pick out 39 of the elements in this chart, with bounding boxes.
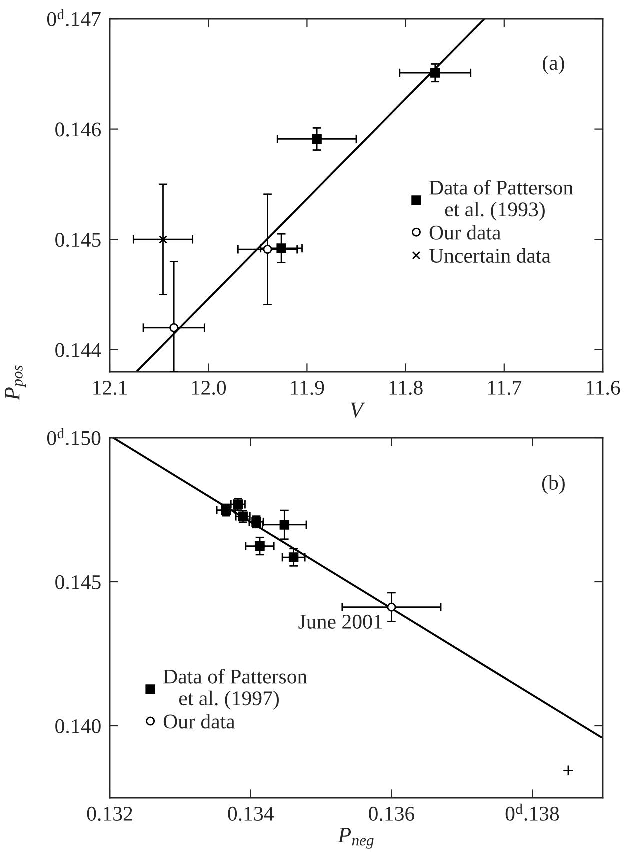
point: [280, 520, 290, 530]
point: [430, 68, 440, 78]
y-axis-title: P$_{pos}$: [5, 366, 26, 401]
point: [288, 552, 299, 562]
point: [276, 244, 286, 254]
annotation: June 2001: [298, 614, 382, 629]
legend-label: Data of Patterson et al. (1993): [430, 180, 574, 221]
y-tick-label: 0$^{d}$.147: [47, 9, 101, 26]
x-tick-label: 0.136: [369, 806, 415, 822]
annotation: (a): [543, 55, 564, 74]
y-tick-label: 0.146: [56, 122, 102, 137]
y-tick-label: 0.144: [56, 343, 102, 358]
point: [387, 602, 396, 612]
point: [263, 245, 272, 254]
x-axis-title: P$_{neg}$: [338, 828, 374, 849]
x-tick-label: 11.9: [291, 380, 324, 396]
x-tick-label: 0$^{d}$.138: [506, 804, 560, 822]
x-tick-label: 0.132: [87, 806, 132, 822]
x-tick-label: 12.1: [94, 380, 127, 396]
x-tick-label: 0.134: [228, 806, 274, 822]
point: [159, 235, 168, 244]
x-axis-title: V: [350, 402, 366, 418]
y-tick-label: 0$^{d}$.150: [47, 428, 101, 446]
point: [312, 134, 322, 144]
x-tick-label: 11.7: [488, 381, 522, 396]
annotation: (b): [542, 475, 565, 494]
legend-label: Uncertain data: [429, 248, 551, 264]
legend-label: Our data: [430, 225, 502, 240]
y-tick-label: 0.145: [56, 575, 101, 590]
x-tick-label: 11.6: [586, 380, 620, 396]
point: [562, 765, 574, 776]
x-tick-label: 12.0: [192, 380, 226, 396]
point: [170, 323, 179, 332]
y-tick-label: 0.140: [56, 719, 101, 734]
y-tick-label: 0.145: [56, 233, 101, 248]
x-tick-label: 11.8: [390, 380, 423, 396]
point: [255, 541, 265, 552]
legend-label: Data of Patterson et al. (1997): [164, 668, 308, 710]
legend-label: Our data: [164, 714, 236, 729]
